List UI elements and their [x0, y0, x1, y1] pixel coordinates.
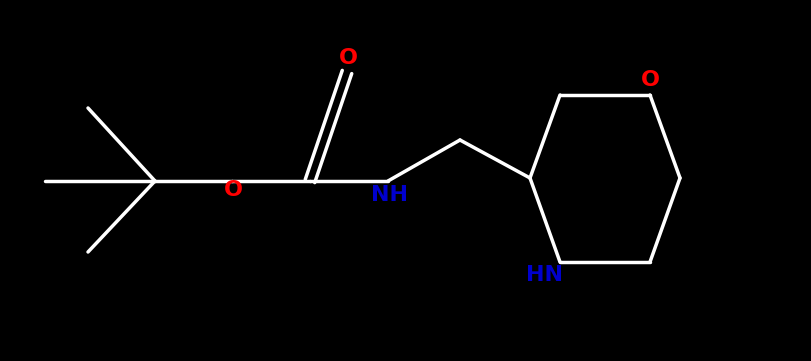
Text: O: O	[223, 180, 242, 200]
Text: NH: NH	[371, 185, 408, 205]
Text: O: O	[338, 48, 357, 68]
Text: HN: HN	[526, 265, 563, 285]
Text: O: O	[640, 70, 659, 90]
